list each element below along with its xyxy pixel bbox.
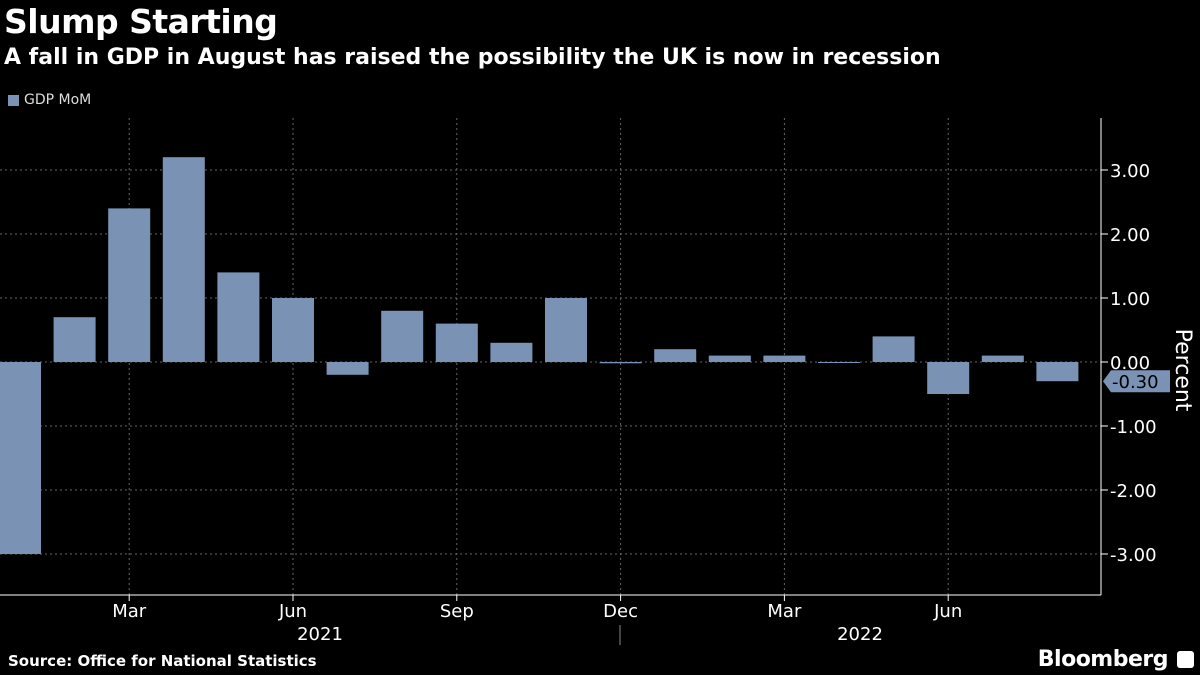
bar-2021-04 bbox=[162, 157, 205, 362]
x-tick-label: Jun bbox=[933, 601, 962, 622]
chart-subtitle: A fall in GDP in August has raised the p… bbox=[4, 45, 941, 70]
last-value-label: -0.30 bbox=[1112, 372, 1159, 393]
y-tick-label: 0.00 bbox=[1110, 353, 1150, 374]
x-tick-label: Jun bbox=[278, 601, 307, 622]
bloomberg-chart-icon bbox=[1177, 651, 1194, 668]
y-tick-label: 2.00 bbox=[1110, 225, 1150, 246]
x-tick-label: Dec bbox=[603, 601, 638, 622]
legend-swatch bbox=[8, 94, 19, 106]
bar-2021-10 bbox=[490, 342, 533, 362]
bar-2021-11 bbox=[545, 298, 587, 362]
year-label: 2021 bbox=[297, 624, 343, 645]
bloomberg-logo: Bloomberg bbox=[1037, 647, 1169, 672]
bar-2022-07 bbox=[981, 355, 1024, 362]
legend: GDP MoM bbox=[8, 92, 91, 108]
y-tick-label: -3.00 bbox=[1110, 545, 1157, 566]
bar-2022-01 bbox=[654, 349, 697, 362]
bar-2021-07 bbox=[326, 362, 369, 375]
x-tick-label: Mar bbox=[112, 601, 147, 622]
x-tick-label: Mar bbox=[767, 601, 802, 622]
x-tick-label: Sep bbox=[440, 601, 474, 622]
y-tick-label: 1.00 bbox=[1110, 289, 1150, 310]
bar-2021-08 bbox=[381, 310, 424, 362]
bar-2021-01 bbox=[0, 362, 41, 554]
bar-2021-09 bbox=[435, 323, 478, 362]
source-note: Source: Office for National Statistics bbox=[8, 652, 317, 670]
bar-2022-03 bbox=[763, 355, 806, 362]
y-tick-label: -1.00 bbox=[1110, 417, 1157, 438]
bar-2022-06 bbox=[927, 362, 970, 394]
bar-2021-02 bbox=[53, 317, 96, 362]
bar-2022-08 bbox=[1036, 362, 1079, 382]
bar-2021-06 bbox=[272, 298, 314, 362]
legend-label: GDP MoM bbox=[24, 92, 92, 108]
bar-2022-05 bbox=[872, 336, 915, 362]
bar-2022-02 bbox=[708, 355, 751, 362]
chart-title: Slump Starting bbox=[4, 2, 278, 41]
bar-2021-12 bbox=[599, 362, 642, 364]
bar-2021-03 bbox=[108, 208, 151, 362]
bar-2021-05 bbox=[217, 272, 260, 362]
bar-2022-04 bbox=[818, 362, 860, 363]
y-tick-label: -2.00 bbox=[1110, 481, 1157, 502]
last-value-callout bbox=[1103, 370, 1170, 393]
y-tick-label: 3.00 bbox=[1110, 161, 1150, 182]
year-label: 2022 bbox=[837, 624, 883, 645]
y-axis-label: Percent bbox=[1170, 329, 1195, 412]
